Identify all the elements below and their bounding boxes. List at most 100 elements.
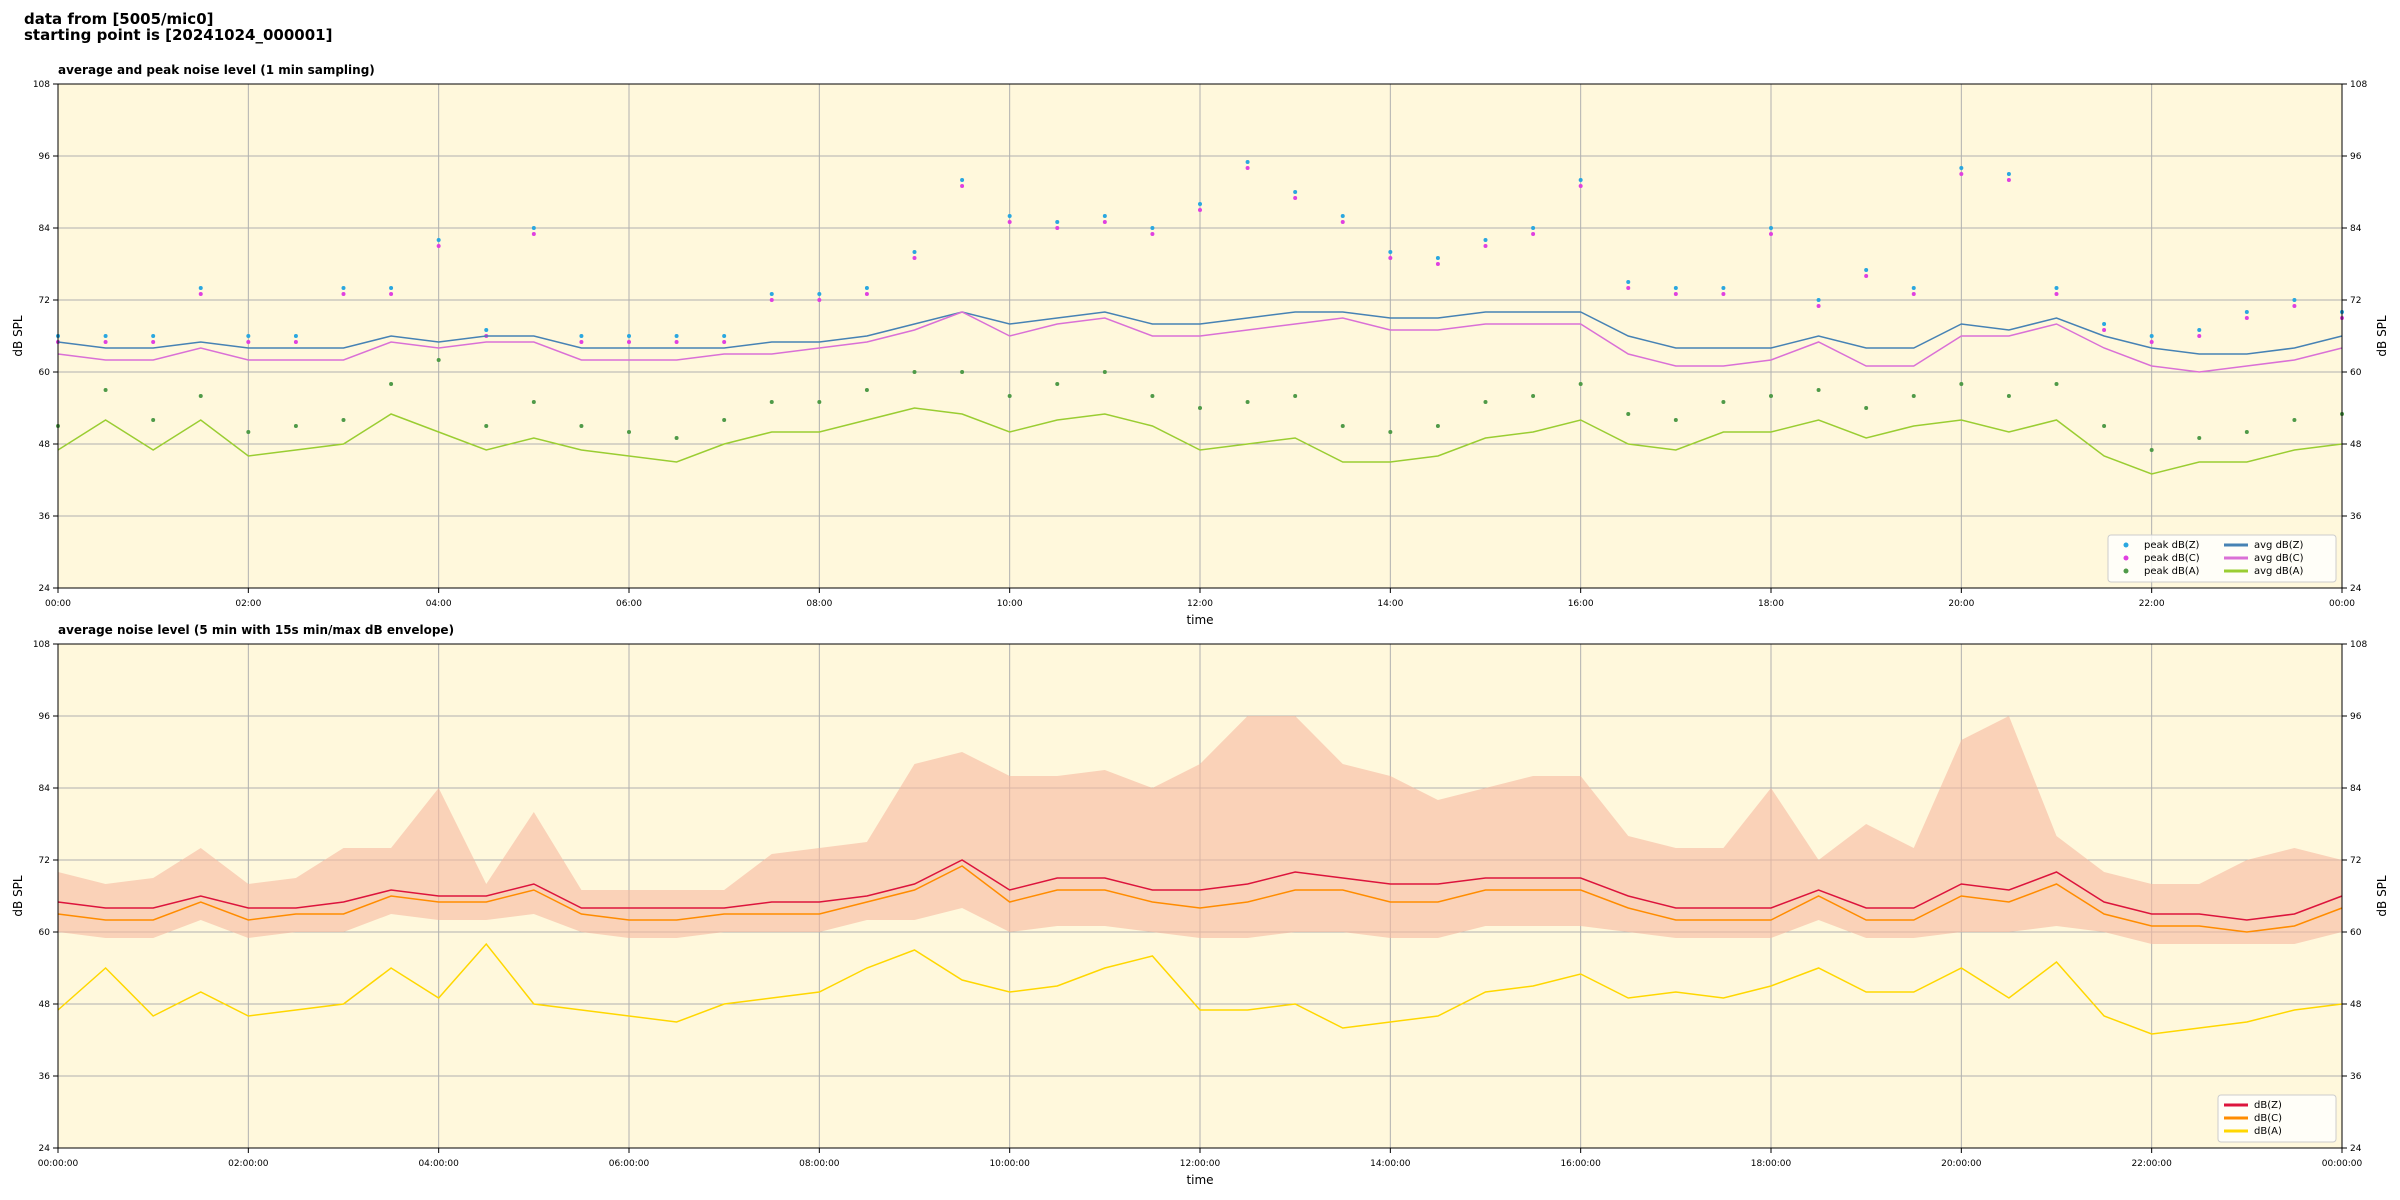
peak-dot xyxy=(2292,418,2297,422)
series-line xyxy=(57,859,2343,921)
legend-label: avg dB(Z) xyxy=(2254,540,2304,551)
peak-dot xyxy=(1198,208,1202,212)
peak-dot xyxy=(436,358,441,362)
peak-dot xyxy=(912,370,917,374)
peak-dot xyxy=(864,286,869,290)
peak-dot xyxy=(1911,292,1916,296)
y-tick-label: 36 xyxy=(2350,512,2362,522)
peak-dot xyxy=(2054,286,2059,290)
plot-frame xyxy=(57,83,2343,589)
peak-dot xyxy=(674,334,679,338)
peak-dot xyxy=(2340,316,2344,320)
chart-title: average and peak noise level (1 min samp… xyxy=(58,63,375,77)
x-tick-label: 08:00:00 xyxy=(799,1159,840,1169)
peak-dot xyxy=(674,436,679,440)
y-tick-label: 48 xyxy=(39,440,51,450)
peak-dot xyxy=(151,418,156,422)
y-tick-label: 108 xyxy=(33,640,50,650)
peak-dot xyxy=(1007,394,1012,398)
peak-dot xyxy=(1340,214,1345,218)
peak-dot xyxy=(1816,304,1821,308)
peak-dot xyxy=(531,226,536,230)
peak-dot xyxy=(912,256,917,260)
peak-dot xyxy=(2197,328,2202,332)
legend-label: dB(A) xyxy=(2254,1126,2282,1137)
peak-dot xyxy=(1483,400,1488,404)
peak-dot xyxy=(2244,316,2249,320)
peak-dot xyxy=(1673,292,1678,296)
peak-dot xyxy=(1102,370,1107,374)
peak-dot xyxy=(2197,436,2202,440)
peak-dot xyxy=(1959,172,1964,176)
peak-dot xyxy=(1150,226,1155,230)
peak-dot xyxy=(1340,220,1345,224)
peak-dot xyxy=(2102,322,2107,326)
peak-dot xyxy=(1483,238,1488,242)
peak-dot xyxy=(1483,244,1488,248)
peak-dot xyxy=(1245,166,1250,170)
y-tick-label: 72 xyxy=(2350,856,2361,866)
peak-dot xyxy=(293,334,298,338)
x-tick-label: 00:00 xyxy=(45,599,71,609)
peak-dot xyxy=(627,430,631,434)
y-tick-label: 72 xyxy=(39,856,50,866)
peak-dot xyxy=(2006,178,2011,182)
peak-dot xyxy=(864,292,869,296)
peak-dot xyxy=(2006,172,2011,176)
y-tick-label: 24 xyxy=(2350,1144,2362,1154)
peak-dot xyxy=(1816,388,1821,392)
x-axis-label: time xyxy=(1186,613,1213,627)
peak-dot xyxy=(960,178,965,182)
peak-dot xyxy=(1673,418,1678,422)
plot-frame xyxy=(57,643,2343,1149)
peak-dot xyxy=(1864,406,1869,410)
y-tick-label: 48 xyxy=(2350,440,2362,450)
y-tick-label: 36 xyxy=(39,1072,51,1082)
peak-dot xyxy=(1102,214,1107,218)
peak-dot xyxy=(1055,220,1060,224)
x-tick-label: 06:00 xyxy=(616,599,642,609)
peak-dot xyxy=(1293,196,1298,200)
peak-dot xyxy=(864,388,869,392)
peak-dot xyxy=(2006,394,2011,398)
x-tick-label: 02:00 xyxy=(235,599,261,609)
peak-dot xyxy=(1531,226,1536,230)
chart-title: average noise level (5 min with 15s min/… xyxy=(58,623,454,637)
x-tick-label: 02:00:00 xyxy=(228,1159,269,1169)
peak-dot xyxy=(2102,424,2107,428)
peak-dot xyxy=(2340,412,2344,416)
peak-dot xyxy=(1435,262,1440,266)
peak-dot xyxy=(1150,394,1155,398)
peak-dot xyxy=(1626,280,1631,284)
peak-dot xyxy=(769,292,774,296)
y-tick-label: 24 xyxy=(39,584,51,594)
peak-dot xyxy=(151,334,156,338)
peak-dot xyxy=(2149,448,2154,452)
x-tick-label: 12:00:00 xyxy=(1180,1159,1221,1169)
peak-dot xyxy=(1959,166,1964,170)
peak-dot xyxy=(722,340,727,344)
peak-dot xyxy=(2292,304,2297,308)
y-tick-label: 24 xyxy=(2350,584,2362,594)
y-tick-label: 84 xyxy=(39,784,51,794)
peak-dot xyxy=(1435,424,1440,428)
peak-dot xyxy=(56,340,60,344)
peak-dot xyxy=(579,424,584,428)
peak-dot xyxy=(1435,256,1440,260)
peak-dot xyxy=(1102,220,1107,224)
peak-dot xyxy=(1911,394,1916,398)
peak-dot xyxy=(389,292,394,296)
legend-label: dB(Z) xyxy=(2254,1100,2282,1111)
y-tick-label: 108 xyxy=(33,80,50,90)
y-tick-label: 60 xyxy=(39,928,51,938)
x-axis-label: time xyxy=(1186,1173,1213,1187)
x-tick-label: 10:00 xyxy=(997,599,1023,609)
peak-dot xyxy=(293,424,298,428)
plot-background xyxy=(58,644,2342,1148)
series-line xyxy=(57,407,2343,475)
x-tick-label: 20:00 xyxy=(1948,599,1974,609)
peak-dot xyxy=(436,238,441,242)
y-tick-label: 96 xyxy=(39,712,51,722)
peak-dot xyxy=(293,340,298,344)
peak-dot xyxy=(1198,406,1202,410)
